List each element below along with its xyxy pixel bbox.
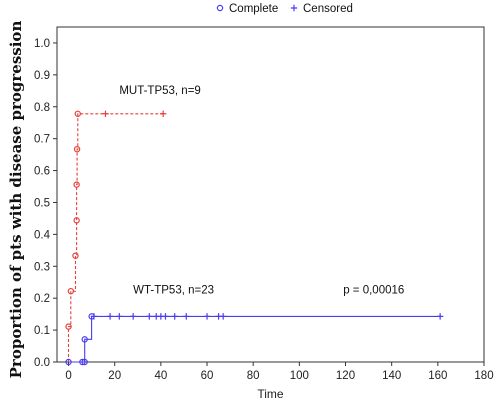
complete-point <box>65 323 72 330</box>
x-tick-label: 40 <box>154 370 167 382</box>
y-tick-label: 1.0 <box>34 38 50 50</box>
censored-point <box>116 313 123 320</box>
x-tick-label: 100 <box>290 370 309 382</box>
complete-point <box>81 358 88 366</box>
series-0 <box>65 110 167 362</box>
annotations: MUT-TP53, n=9 WT-TP53, n=23 p = 0,00016 <box>119 85 404 296</box>
x-tick-label: 80 <box>247 370 260 382</box>
y-tick-label: 0.6 <box>34 166 50 178</box>
censored-point <box>183 313 190 320</box>
complete-point <box>73 145 81 153</box>
plot-area <box>65 110 444 366</box>
y-tick-label: 0.4 <box>34 229 51 241</box>
series-line <box>67 113 164 362</box>
legend-complete-marker <box>216 4 224 12</box>
complete-point <box>79 358 86 366</box>
x-tick-label: 180 <box>474 370 493 382</box>
legend: Complete Censored <box>216 3 353 15</box>
censored-point <box>436 313 444 320</box>
y-tick-label: 0.0 <box>34 357 50 369</box>
y-tick-label: 0.8 <box>34 102 50 114</box>
annotation-1: WT-TP53, n=23 <box>133 284 214 296</box>
complete-point <box>81 336 88 343</box>
y-tick-label: 0.5 <box>34 197 50 209</box>
censored-point <box>203 313 211 320</box>
complete-point <box>73 181 80 188</box>
censored-point <box>146 313 153 320</box>
y-tick-label: 0.1 <box>34 325 50 337</box>
annotation-0: MUT-TP53, n=9 <box>119 85 200 97</box>
complete-point <box>74 110 81 117</box>
y-tick-label: 0.7 <box>34 134 50 146</box>
complete-point <box>67 287 75 295</box>
series-line <box>68 315 441 363</box>
censored-point <box>171 313 178 320</box>
legend-censored-marker <box>290 4 298 12</box>
x-tick-label: 20 <box>108 370 121 382</box>
censored-point <box>90 313 98 320</box>
censored-point <box>129 313 137 320</box>
censored-point <box>162 313 169 320</box>
legend-label-1: Censored <box>303 3 353 15</box>
x-tick-label: 140 <box>382 370 401 382</box>
series-1 <box>65 313 444 366</box>
x-tick-label: 0 <box>65 370 71 382</box>
complete-point <box>65 358 72 366</box>
censored-point <box>159 110 167 117</box>
plot-frame <box>56 26 485 363</box>
x-tick-label: 160 <box>428 370 447 382</box>
x-axis-title: Time <box>257 387 284 401</box>
y-axis-title: Proportion of pts with disease progressi… <box>7 21 25 379</box>
legend-label-0: Complete <box>229 3 278 15</box>
annotation-2: p = 0,00016 <box>343 284 404 296</box>
complete-point <box>73 217 80 224</box>
censored-point <box>102 110 109 117</box>
y-tick-label: 0.2 <box>34 293 50 305</box>
censored-point <box>219 313 227 320</box>
x-tick-label: 120 <box>336 370 355 382</box>
axes: 0.0 0.1 0.2 0.3 0.4 0.5 0.6 0.7 0.8 0.9 1.0 0 20 40 60… <box>7 21 494 401</box>
censored-point <box>106 313 114 320</box>
complete-point <box>72 252 79 259</box>
y-tick-label: 0.3 <box>34 261 50 273</box>
y-tick-label: 0.9 <box>34 70 50 82</box>
x-tick-label: 60 <box>201 370 214 382</box>
